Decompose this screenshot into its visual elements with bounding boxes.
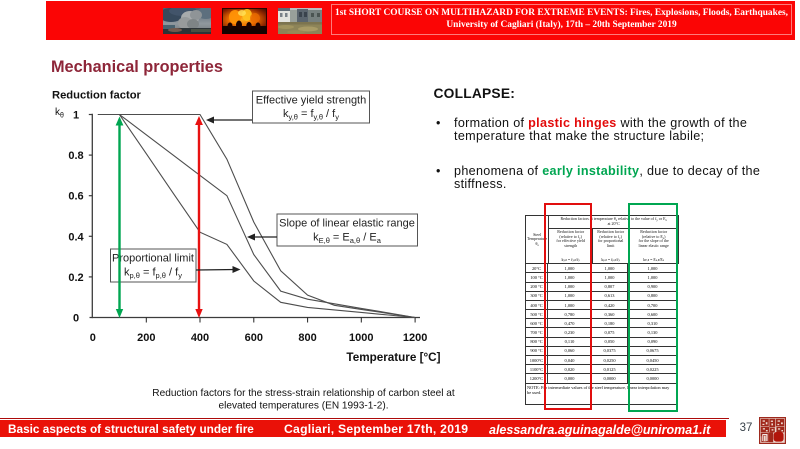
svg-text:Reduction factors for the stre: Reduction factors for the stress-strain … (152, 388, 455, 399)
svg-text:400: 400 (191, 332, 209, 344)
svg-text:ky,θ = fy,θ / fy: ky,θ = fy,θ / fy (283, 108, 339, 122)
svg-text:Reduction factor: Reduction factor (52, 89, 142, 101)
svg-text:1000: 1000 (349, 332, 373, 344)
svg-text:200: 200 (137, 332, 155, 344)
svg-text:0.2: 0.2 (68, 272, 83, 284)
svg-text:Slope of linear elastic range: Slope of linear elastic range (279, 218, 415, 230)
svg-text:0.8: 0.8 (68, 150, 83, 162)
svg-text:Effective yield strength: Effective yield strength (256, 95, 366, 107)
svg-text:Proportional limit: Proportional limit (112, 253, 194, 265)
svg-text:kθ: kθ (55, 107, 64, 120)
svg-text:800: 800 (298, 332, 316, 344)
svg-text:elevated temperatures (EN 1993: elevated temperatures (EN 1993-1-2). (219, 401, 389, 412)
svg-text:0.4: 0.4 (68, 231, 84, 243)
svg-text:0: 0 (73, 313, 79, 325)
svg-text:0: 0 (90, 332, 96, 344)
svg-text:1: 1 (73, 110, 79, 122)
svg-text:1200: 1200 (403, 332, 427, 344)
svg-text:600: 600 (245, 332, 263, 344)
svg-text:0.6: 0.6 (68, 191, 83, 203)
svg-text:kE,θ = Ea,θ / Ea: kE,θ = Ea,θ / Ea (313, 232, 382, 246)
svg-text:Temperature [°C]: Temperature [°C] (346, 351, 440, 364)
